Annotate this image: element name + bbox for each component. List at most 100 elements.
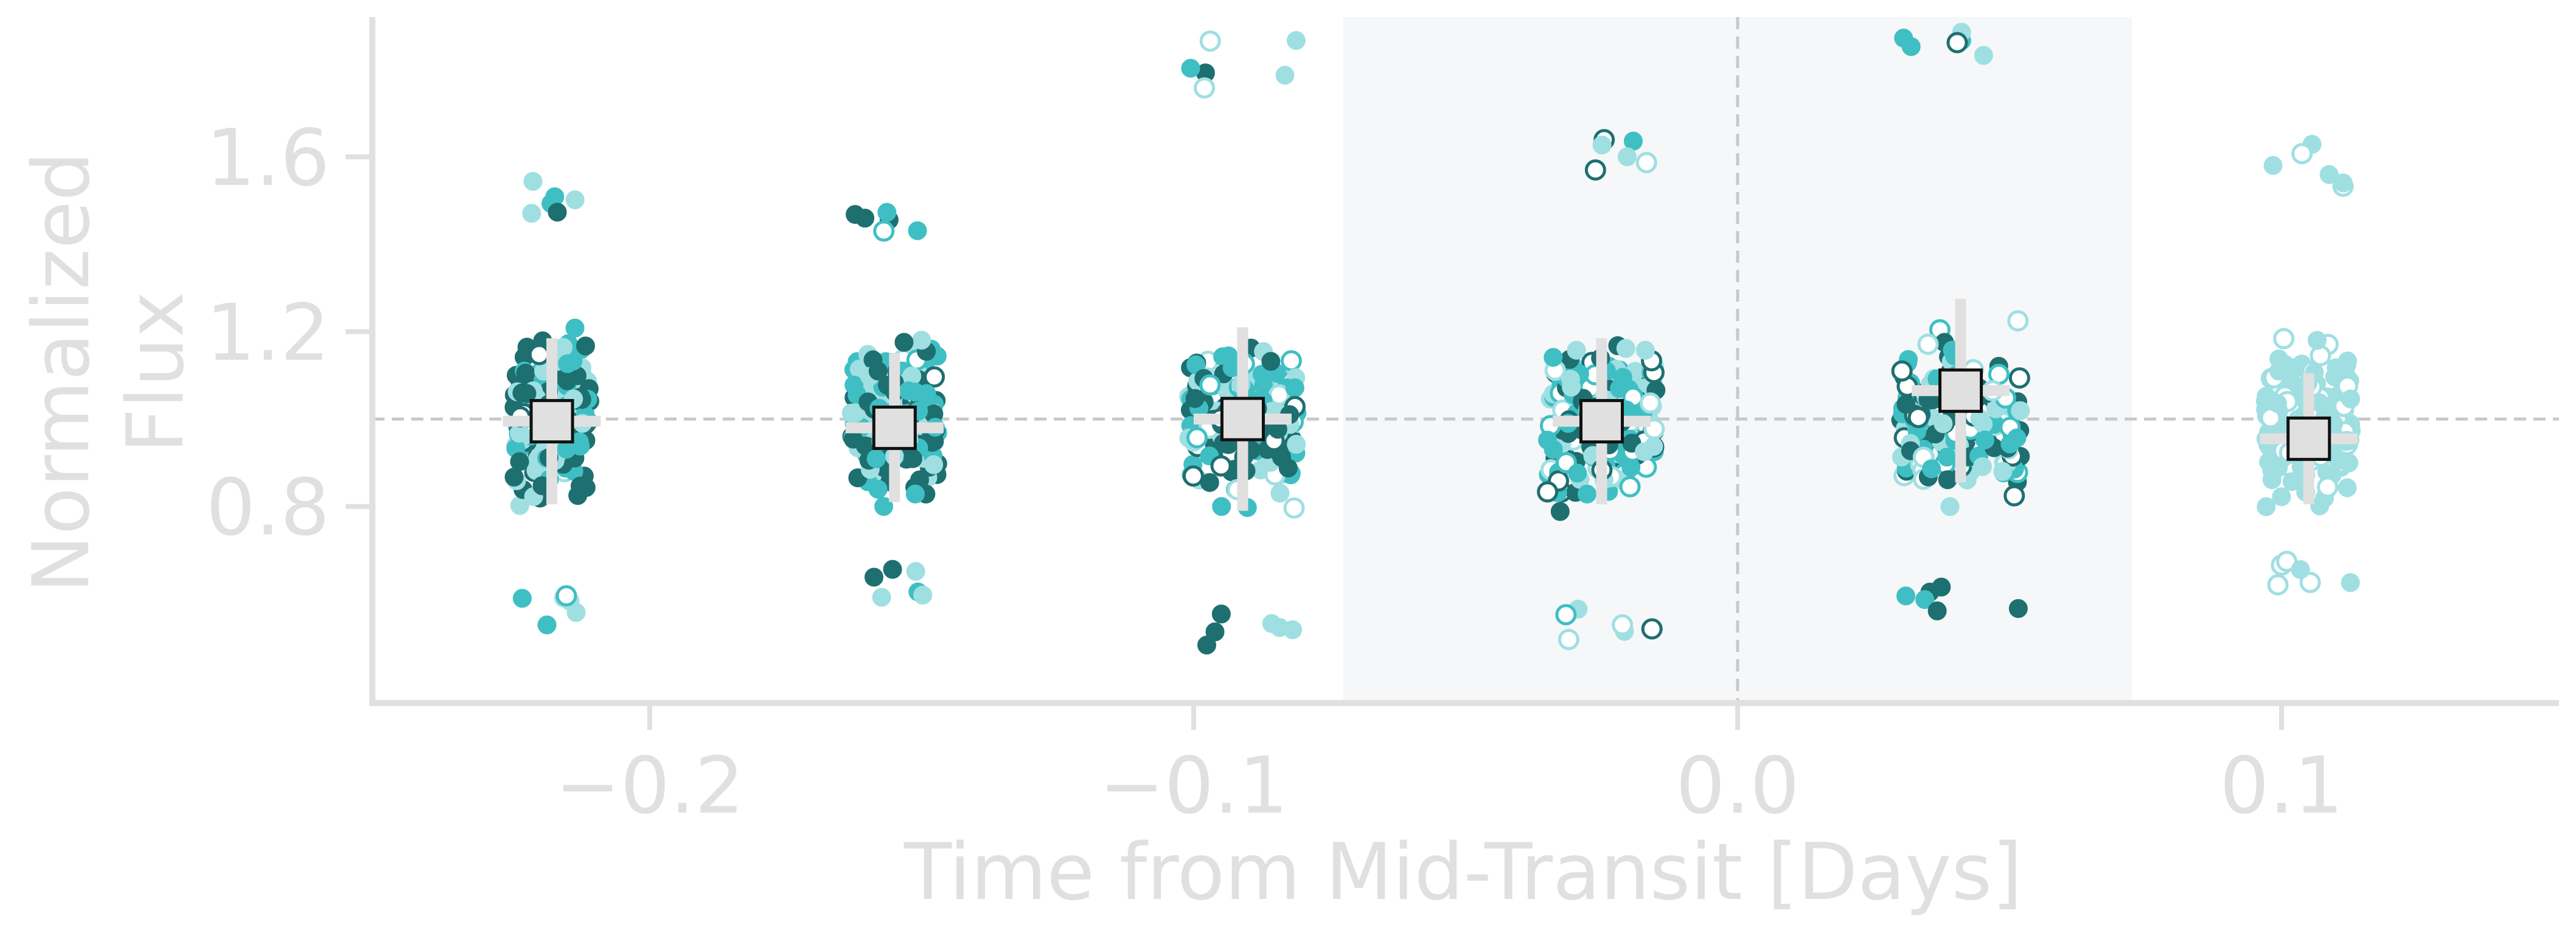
scatter-point bbox=[548, 203, 567, 222]
scatter-point bbox=[874, 497, 894, 516]
scatter-point bbox=[2008, 599, 2028, 619]
scatter-point bbox=[1286, 31, 1306, 50]
scatter-point bbox=[1186, 427, 1208, 449]
scatter-point bbox=[866, 449, 886, 468]
scatter-point bbox=[512, 589, 532, 608]
scatter-point bbox=[1197, 636, 1216, 655]
scatter-point bbox=[570, 476, 590, 496]
scatter-point bbox=[565, 190, 585, 210]
reference-lines bbox=[372, 17, 2559, 703]
scatter-point bbox=[1934, 414, 1953, 434]
scatter-point bbox=[576, 336, 595, 356]
scatter-point bbox=[2267, 574, 2289, 596]
scatter-point bbox=[1896, 586, 1916, 606]
binned-point bbox=[2260, 373, 2358, 505]
scatter-point bbox=[1973, 457, 1993, 476]
binned-marker bbox=[1579, 399, 1624, 444]
scatter-point bbox=[864, 567, 883, 587]
scatter-point bbox=[1283, 497, 1305, 519]
scatter-point bbox=[872, 588, 891, 607]
y-tick-label: 1.2 bbox=[206, 288, 330, 378]
scatter-point bbox=[1182, 465, 1204, 487]
scatter-point bbox=[516, 364, 535, 383]
scatter-point bbox=[2000, 434, 2020, 454]
scatter-point bbox=[2273, 328, 2295, 350]
scatter-point bbox=[1544, 348, 1563, 367]
scatter-point bbox=[1578, 484, 1597, 504]
scatter-point bbox=[523, 172, 543, 191]
scatter-point bbox=[1917, 333, 1939, 355]
x-tick-label: −0.2 bbox=[555, 741, 745, 831]
scatter-point bbox=[1212, 497, 1231, 516]
scatter-point bbox=[557, 371, 577, 390]
binned-marker bbox=[2286, 416, 2331, 461]
scatter-point bbox=[1616, 339, 1635, 358]
scatter-point bbox=[555, 585, 577, 607]
scatter-point bbox=[2333, 173, 2353, 193]
binned-marker bbox=[1220, 397, 1265, 442]
scatter-point bbox=[558, 354, 577, 373]
scatter-point bbox=[1181, 58, 1200, 78]
scatter-point bbox=[1932, 577, 1951, 597]
scatter-point bbox=[2341, 573, 2360, 592]
scatter-point bbox=[2299, 572, 2321, 594]
scatter-point bbox=[2282, 472, 2302, 491]
scatter-point bbox=[1922, 459, 1941, 479]
scatter-point bbox=[1283, 620, 1303, 639]
binned-marker bbox=[529, 399, 574, 444]
scatter-cluster bbox=[2255, 134, 2361, 596]
scatter-point bbox=[1641, 618, 1663, 640]
scatter-point bbox=[2338, 478, 2357, 498]
scatter-point bbox=[1894, 29, 1913, 48]
scatter-point bbox=[899, 381, 918, 401]
scatter-point bbox=[1891, 360, 1913, 382]
scatter-point bbox=[1285, 378, 1304, 398]
scatter-point bbox=[2341, 389, 2361, 409]
scatter-point bbox=[1278, 459, 1298, 478]
scatter-point bbox=[2317, 476, 2339, 498]
scatter-point bbox=[1617, 147, 1637, 167]
scatter-point bbox=[1538, 431, 1558, 450]
binned-points bbox=[503, 299, 2358, 511]
scatter-point bbox=[1568, 463, 1587, 483]
scatter-point bbox=[2327, 358, 2346, 378]
scatter-point bbox=[2291, 143, 2313, 165]
scatter-point bbox=[1635, 151, 1657, 173]
scatter-point bbox=[905, 484, 925, 504]
scatter-point bbox=[517, 384, 537, 403]
scatter-point bbox=[528, 344, 550, 366]
x-tick-label: 0.1 bbox=[2219, 741, 2344, 831]
scatter-point bbox=[2268, 394, 2287, 413]
scatter-point bbox=[1940, 497, 1960, 516]
scatter-point bbox=[1194, 77, 1216, 99]
scatter-point bbox=[906, 561, 925, 581]
scatter-point bbox=[1280, 350, 1302, 372]
scatter-point bbox=[1975, 430, 1994, 449]
scatter-point bbox=[868, 361, 888, 381]
scatter-point bbox=[873, 220, 895, 242]
scatter-point bbox=[566, 603, 586, 622]
scatter-point bbox=[522, 204, 541, 223]
scatter-point bbox=[903, 449, 922, 468]
scatter-point bbox=[883, 560, 902, 579]
x-tick-label: −0.1 bbox=[1099, 741, 1289, 831]
scatter-point bbox=[2310, 496, 2330, 516]
y-tick-label: 1.6 bbox=[206, 113, 330, 204]
scatter-point bbox=[924, 366, 945, 388]
scatter-point bbox=[1558, 628, 1579, 650]
scatter-point bbox=[2319, 165, 2339, 184]
scatter-point bbox=[1974, 46, 1993, 65]
scatter-point bbox=[868, 479, 888, 499]
scatter-point bbox=[1199, 374, 1221, 396]
axes bbox=[369, 17, 2559, 706]
scatter-point bbox=[2011, 401, 2030, 420]
x-tick-label: 0.0 bbox=[1676, 741, 1800, 831]
scatter-point bbox=[2307, 331, 2327, 350]
x-axis-ticks: −0.2 −0.1 0.0 0.1 bbox=[555, 703, 2344, 831]
scatter-point bbox=[1584, 159, 1606, 181]
binned-point bbox=[845, 353, 944, 502]
scatter-point bbox=[1210, 455, 1232, 477]
binned-point bbox=[1553, 338, 1651, 505]
scatter-point bbox=[2263, 156, 2283, 175]
